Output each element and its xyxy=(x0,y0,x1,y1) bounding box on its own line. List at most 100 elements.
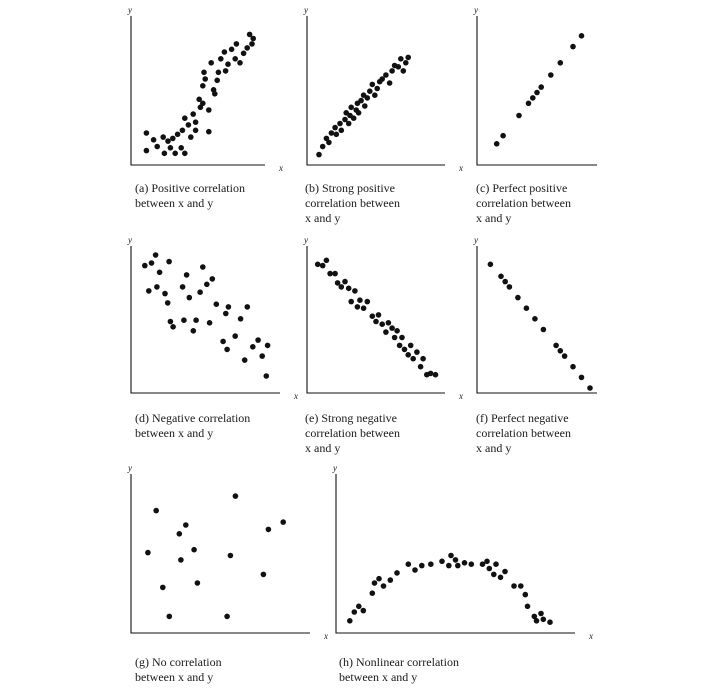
point-a-43 xyxy=(246,31,253,38)
caption-e-text: Strong negative correlation between x an… xyxy=(305,411,400,455)
point-b-25 xyxy=(374,85,381,92)
point-d-29 xyxy=(241,357,248,363)
point-e-21 xyxy=(389,325,395,331)
point-h-25 xyxy=(493,561,499,567)
point-b-36 xyxy=(405,54,412,61)
point-e-23 xyxy=(394,328,400,334)
point-e-31 xyxy=(417,363,424,370)
point-h-28 xyxy=(511,583,517,589)
point-f-7 xyxy=(540,326,547,333)
point-f-0 xyxy=(487,261,494,268)
x-axis-label-a: x xyxy=(278,163,283,173)
y-axis-label-a: y xyxy=(127,5,132,15)
point-b-21 xyxy=(364,95,371,101)
point-a-20 xyxy=(196,96,202,103)
point-h-15 xyxy=(446,562,452,569)
point-d-15 xyxy=(190,328,197,334)
plot-g: yx xyxy=(127,463,328,641)
point-a-8 xyxy=(170,135,176,142)
point-h-6 xyxy=(376,575,382,582)
point-a-1 xyxy=(143,147,150,154)
point-e-35 xyxy=(432,371,439,378)
point-d-2 xyxy=(152,252,159,258)
point-d-27 xyxy=(232,333,238,339)
point-d-12 xyxy=(181,317,187,324)
point-a-39 xyxy=(233,41,240,47)
point-a-28 xyxy=(208,60,214,66)
point-a-5 xyxy=(161,150,168,157)
point-d-35 xyxy=(263,373,270,379)
point-a-2 xyxy=(150,137,157,143)
point-f-5 xyxy=(523,305,530,312)
point-a-38 xyxy=(232,56,238,62)
caption-f-label: (f) xyxy=(476,411,488,425)
caption-f-text: Perfect negative correlation between x a… xyxy=(476,411,571,455)
point-e-2 xyxy=(323,257,330,264)
point-d-18 xyxy=(200,264,206,270)
caption-g-label: (g) xyxy=(135,655,149,669)
point-b-13 xyxy=(348,104,355,111)
point-a-18 xyxy=(192,127,199,134)
point-b-18 xyxy=(358,97,364,104)
caption-h: (h) Nonlinear correlation between x and … xyxy=(339,655,499,685)
point-a-12 xyxy=(179,127,186,134)
point-f-12 xyxy=(578,374,585,381)
caption-a-label: (a) xyxy=(135,181,149,195)
caption-a-text: Positive correlation between x and y xyxy=(135,181,245,210)
axes-f xyxy=(476,246,597,394)
point-e-10 xyxy=(352,288,358,294)
caption-b-text: Strong positive correlation between x an… xyxy=(305,181,400,225)
point-a-22 xyxy=(200,100,206,107)
point-g-10 xyxy=(227,552,234,559)
point-g-4 xyxy=(176,531,183,537)
point-a-30 xyxy=(212,91,218,97)
point-e-30 xyxy=(414,349,420,355)
point-e-18 xyxy=(379,321,386,328)
caption-c-label: (c) xyxy=(476,181,490,195)
point-d-9 xyxy=(167,318,174,325)
y-axis-label-b: y xyxy=(303,5,308,15)
point-c-2 xyxy=(516,112,522,119)
point-a-4 xyxy=(160,134,166,140)
plot-d: yx xyxy=(127,235,298,401)
caption-h-label: (h) xyxy=(339,655,353,669)
point-a-24 xyxy=(201,69,207,76)
point-h-33 xyxy=(533,618,540,624)
point-c-7 xyxy=(548,72,554,78)
point-e-1 xyxy=(319,262,326,269)
axes-e xyxy=(306,246,445,394)
point-h-19 xyxy=(461,560,468,566)
point-h-32 xyxy=(531,613,538,620)
point-e-9 xyxy=(348,298,355,305)
point-a-33 xyxy=(218,56,224,62)
point-h-20 xyxy=(468,561,475,567)
point-g-13 xyxy=(265,526,272,533)
point-e-3 xyxy=(327,270,333,277)
point-c-6 xyxy=(538,84,544,90)
point-d-6 xyxy=(162,290,168,297)
point-f-13 xyxy=(587,385,593,391)
point-d-30 xyxy=(244,304,251,310)
point-h-35 xyxy=(540,616,547,623)
point-d-28 xyxy=(237,316,244,322)
point-b-6 xyxy=(333,131,340,138)
point-f-3 xyxy=(506,284,513,290)
point-e-32 xyxy=(420,355,426,362)
x-axis-label-g: x xyxy=(323,631,328,641)
point-b-4 xyxy=(328,130,335,136)
point-a-45 xyxy=(250,35,256,42)
point-d-22 xyxy=(213,301,220,308)
point-c-4 xyxy=(530,95,536,101)
caption-e: (e) Strong negative correlation between … xyxy=(305,411,465,456)
point-b-23 xyxy=(369,81,376,88)
plot-h: yx xyxy=(332,463,593,641)
point-a-15 xyxy=(185,122,192,128)
point-b-17 xyxy=(355,110,362,116)
point-a-25 xyxy=(202,76,208,82)
point-b-0 xyxy=(316,151,322,158)
point-g-3 xyxy=(166,613,173,620)
caption-e-label: (e) xyxy=(305,411,319,425)
point-b-30 xyxy=(389,68,395,74)
point-d-4 xyxy=(156,269,163,276)
point-d-24 xyxy=(223,310,229,317)
